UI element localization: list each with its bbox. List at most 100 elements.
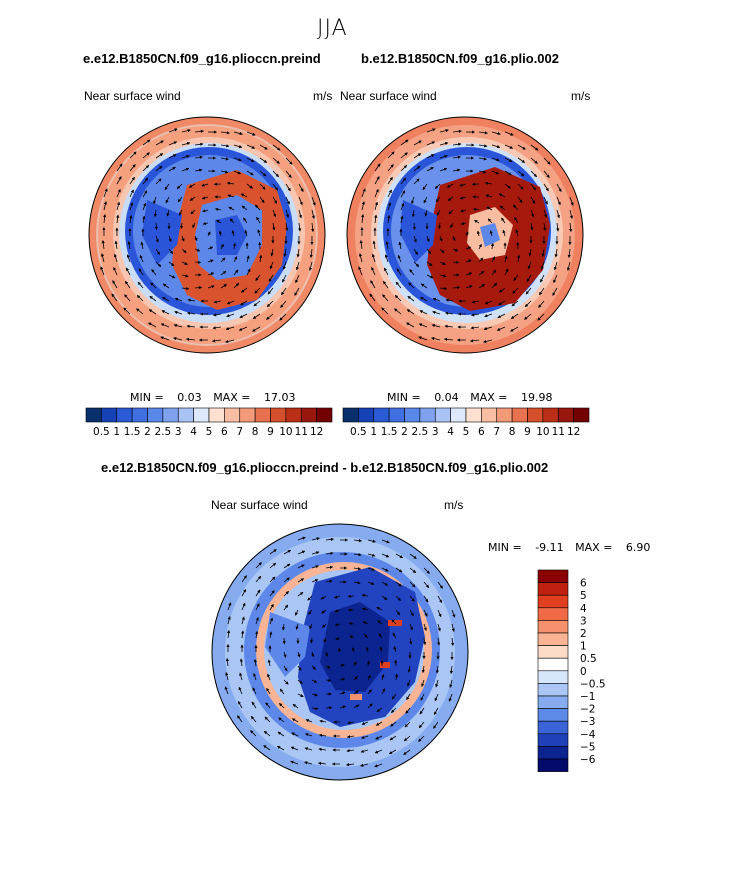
wind-arrow bbox=[297, 693, 304, 698]
wind-arrow bbox=[194, 129, 204, 133]
left-colorbar-tick-label: 2 bbox=[144, 426, 151, 438]
diff-colorbar-swatch bbox=[537, 632, 569, 646]
right-colorbar-tick-label: 2.5 bbox=[412, 426, 429, 438]
right-max-label: MAX = bbox=[470, 391, 508, 404]
difference-wind-map bbox=[211, 523, 469, 781]
diff-colorbar-swatch bbox=[537, 582, 569, 596]
left-colorbar-tick-label: 7 bbox=[236, 426, 243, 438]
wind-arrow bbox=[238, 686, 243, 695]
wind-arrow bbox=[173, 324, 183, 328]
diff-colorbar-tick-label: −5 bbox=[580, 741, 595, 753]
wind-arrow bbox=[538, 300, 545, 308]
right-colorbar-swatch bbox=[511, 407, 528, 423]
wind-arrow bbox=[370, 280, 376, 289]
wind-arrow bbox=[471, 300, 480, 304]
wind-arrow bbox=[351, 647, 355, 653]
wind-arrow bbox=[486, 206, 493, 211]
diff-colorbar-swatch bbox=[537, 670, 569, 684]
wind-arrow bbox=[168, 166, 176, 172]
wind-arrow bbox=[569, 209, 573, 219]
wind-arrow bbox=[212, 313, 222, 317]
wind-arrow bbox=[420, 693, 425, 701]
wind-arrow bbox=[181, 167, 190, 172]
wind-arrow bbox=[250, 730, 257, 737]
wind-arrow bbox=[367, 703, 373, 709]
wind-arrow bbox=[101, 240, 105, 250]
left-colorbar-swatch bbox=[147, 407, 164, 423]
wind-arrow bbox=[459, 196, 467, 200]
wind-arrow bbox=[259, 183, 266, 190]
wind-arrow bbox=[253, 673, 257, 681]
wind-arrow bbox=[267, 287, 274, 295]
wind-arrow bbox=[394, 295, 402, 302]
left-colorbar-tick-label: 0.5 bbox=[93, 426, 110, 438]
wind-arrow bbox=[439, 248, 445, 254]
wind-arrow bbox=[407, 665, 411, 673]
wind-arrow bbox=[283, 248, 287, 258]
wind-arrow bbox=[149, 295, 157, 302]
wind-arrow bbox=[420, 283, 428, 289]
wind-arrow bbox=[308, 261, 313, 271]
wind-arrow bbox=[298, 196, 303, 206]
wind-arrow bbox=[319, 719, 327, 723]
wind-arrow bbox=[504, 131, 514, 136]
diff-colorbar-swatch bbox=[537, 720, 569, 735]
wind-arrow bbox=[408, 282, 415, 289]
wind-arrow bbox=[174, 297, 183, 302]
wind-arrow bbox=[345, 763, 355, 767]
wind-arrow bbox=[155, 165, 163, 172]
diff-variable-label: Near surface wind bbox=[211, 498, 308, 512]
wind-arrow bbox=[543, 196, 548, 205]
wind-arrow bbox=[540, 274, 545, 283]
wind-arrow bbox=[502, 229, 506, 237]
wind-arrow bbox=[409, 567, 417, 574]
wind-arrow bbox=[372, 240, 376, 250]
wind-arrow bbox=[517, 144, 526, 150]
left-colorbar-tick-label: 9 bbox=[267, 426, 274, 438]
wind-arrow bbox=[153, 196, 157, 205]
wind-arrow bbox=[148, 322, 157, 328]
wind-arrow bbox=[166, 209, 170, 217]
wind-arrow bbox=[478, 144, 488, 148]
wind-arrow bbox=[452, 155, 461, 159]
wind-arrow bbox=[186, 324, 196, 328]
wind-arrow bbox=[194, 168, 203, 172]
wind-arrow bbox=[201, 196, 209, 200]
right-min-value: 0.04 bbox=[434, 391, 459, 404]
wind-arrow bbox=[418, 721, 425, 729]
wind-arrow bbox=[246, 268, 251, 276]
wind-arrow bbox=[530, 196, 536, 204]
wind-arrow bbox=[366, 660, 370, 667]
left-colorbar-tick-label: 3 bbox=[175, 426, 182, 438]
wind-arrow bbox=[439, 235, 443, 242]
wind-arrow bbox=[252, 313, 261, 319]
wind-arrow bbox=[305, 719, 313, 723]
right-min-label: MIN = bbox=[387, 391, 421, 404]
season-title: JJA bbox=[317, 16, 348, 41]
right-colorbar-swatch bbox=[358, 407, 375, 423]
right-colorbar-tick-label: 2 bbox=[401, 426, 408, 438]
wind-arrow bbox=[450, 222, 454, 229]
wind-arrow bbox=[255, 562, 262, 569]
right-colorbar-swatch bbox=[404, 407, 421, 423]
left-colorbar-tick-label: 4 bbox=[190, 426, 197, 438]
wind-arrow bbox=[283, 604, 289, 611]
wind-arrow bbox=[400, 202, 405, 211]
wind-arrow bbox=[465, 259, 472, 263]
wind-arrow bbox=[426, 274, 434, 279]
wind-arrow bbox=[433, 707, 439, 716]
wind-arrow bbox=[395, 567, 403, 573]
wind-arrow bbox=[426, 154, 435, 159]
wind-arrow bbox=[283, 665, 288, 672]
wind-arrow bbox=[359, 240, 363, 250]
wind-arrow bbox=[406, 309, 415, 315]
wind-arrow bbox=[376, 707, 383, 713]
wind-arrow bbox=[452, 248, 459, 252]
wind-arrow bbox=[512, 204, 519, 211]
left-wind-vectors bbox=[100, 128, 316, 344]
wind-arrow bbox=[311, 665, 316, 670]
wind-arrow bbox=[434, 693, 439, 702]
diff-colorbar-tick-label: 4 bbox=[580, 603, 587, 615]
left-colorbar: 0.5 1 1.5 2 2.5 3 4 5 6 7 8 9 10 11 12 bbox=[85, 407, 333, 438]
wind-arrow bbox=[272, 196, 278, 204]
